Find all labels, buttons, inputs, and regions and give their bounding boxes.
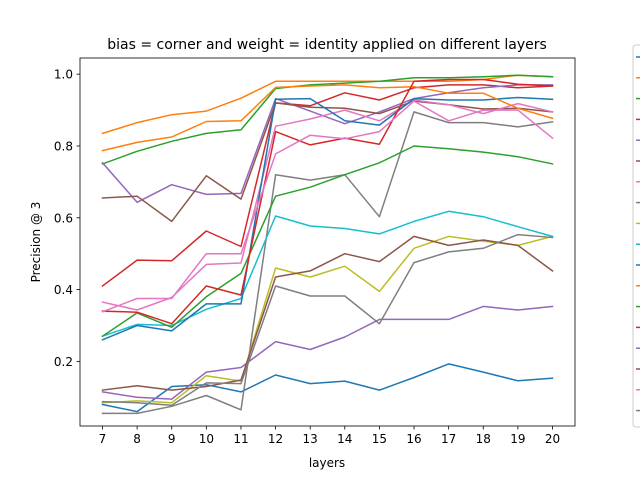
x-tick-label: 12 <box>268 432 283 446</box>
x-axis: 7 8 9 10 11 12 13 14 15 16 17 18 19 20 <box>99 426 560 446</box>
series-line-6 <box>101 100 554 223</box>
x-tick-label: 20 <box>545 432 560 446</box>
plot-area <box>79 57 576 427</box>
series-line-18 <box>101 233 554 406</box>
series-line-3 <box>101 74 554 165</box>
x-tick-label: 15 <box>372 432 387 446</box>
series-line-7 <box>101 99 554 311</box>
chart-title: bias = corner and weight = identity appl… <box>107 37 547 53</box>
x-tick-label: 13 <box>303 432 318 446</box>
x-tick-label: 7 <box>99 432 107 446</box>
series-line-13 <box>101 145 554 338</box>
legend <box>632 44 640 428</box>
series-line-17 <box>101 100 554 313</box>
series-line-11 <box>101 96 554 341</box>
y-tick-label: 1.0 <box>54 68 73 82</box>
x-tick-label: 16 <box>406 432 421 446</box>
x-tick-label: 8 <box>133 432 141 446</box>
y-axis: 0.2 0.4 0.6 0.8 1.0 <box>54 68 80 369</box>
y-tick-label: 0.8 <box>54 139 73 153</box>
series-line-5 <box>101 84 554 204</box>
x-axis-label: layers <box>309 456 345 470</box>
series-line-12 <box>101 84 554 152</box>
series-line-1 <box>101 363 554 413</box>
x-tick-label: 17 <box>441 432 456 446</box>
x-tick-label: 19 <box>510 432 525 446</box>
x-tick-label: 18 <box>476 432 491 446</box>
series-line-4 <box>101 84 554 288</box>
y-axis-label: Precision @ 3 <box>29 202 43 283</box>
x-tick-label: 11 <box>233 432 248 446</box>
series-line-15 <box>101 305 554 400</box>
x-tick-label: 9 <box>168 432 176 446</box>
plot-frame <box>79 57 576 427</box>
series-line-14 <box>101 78 554 325</box>
series-line-10 <box>101 210 554 338</box>
x-tick-label: 10 <box>199 432 214 446</box>
y-tick-label: 0.2 <box>54 355 73 369</box>
y-tick-label: 0.4 <box>54 283 73 297</box>
y-tick-label: 0.6 <box>54 211 73 225</box>
series-line-16 <box>101 235 554 391</box>
x-tick-label: 14 <box>337 432 352 446</box>
series-line-8 <box>101 111 554 415</box>
